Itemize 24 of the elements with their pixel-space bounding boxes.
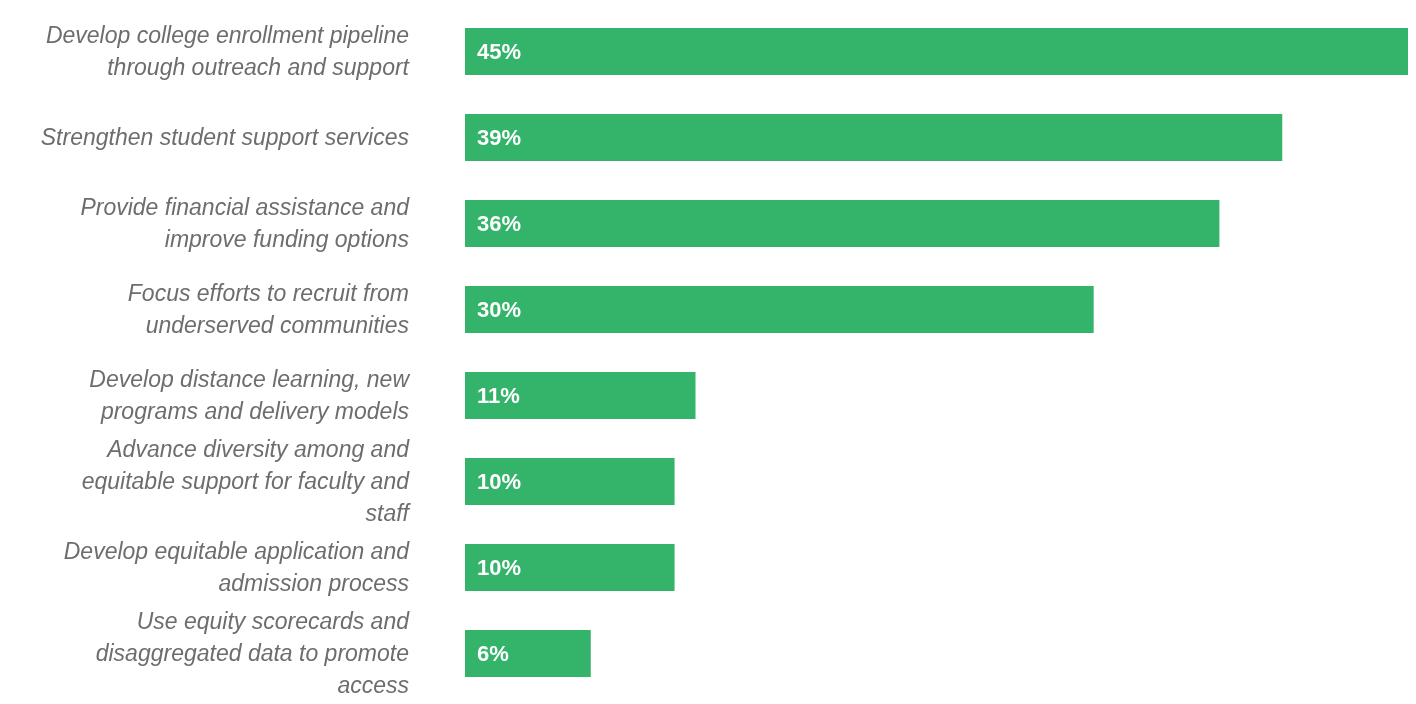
data-label: 30%: [477, 297, 522, 323]
bar: [465, 372, 696, 419]
data-label: 45%: [477, 39, 522, 65]
data-label: 10%: [477, 469, 522, 495]
bar: [465, 28, 1408, 75]
y-tick-label: Focus efforts to recruit from underserved communities: [127, 280, 410, 338]
bar: [465, 200, 1220, 247]
data-label: 11%: [477, 383, 520, 409]
data-label: 10%: [477, 555, 522, 581]
bar: [465, 114, 1283, 161]
y-tick-label: Strengthen student support services: [40, 124, 410, 150]
data-label: 36%: [477, 211, 522, 237]
bar: [465, 286, 1094, 333]
y-tick-label: Develop college enrollment pipeline through outreach and support: [45, 22, 411, 80]
y-tick-label: Develop distance learning, new programs and delivery models: [89, 366, 411, 424]
y-tick-label: Advance diversity among and equitable support for faculty and staff: [81, 436, 412, 526]
bar: [465, 544, 675, 591]
y-tick-label: Use equity scorecards and disaggregated data to promote access: [95, 608, 411, 698]
bar: [465, 458, 675, 505]
data-label: 39%: [477, 125, 522, 151]
data-label: 6%: [477, 641, 509, 667]
y-tick-label: Develop equitable application and admission process: [63, 538, 411, 596]
y-tick-label: Provide financial assistance and improve funding options: [80, 194, 411, 252]
bar: [465, 630, 591, 677]
